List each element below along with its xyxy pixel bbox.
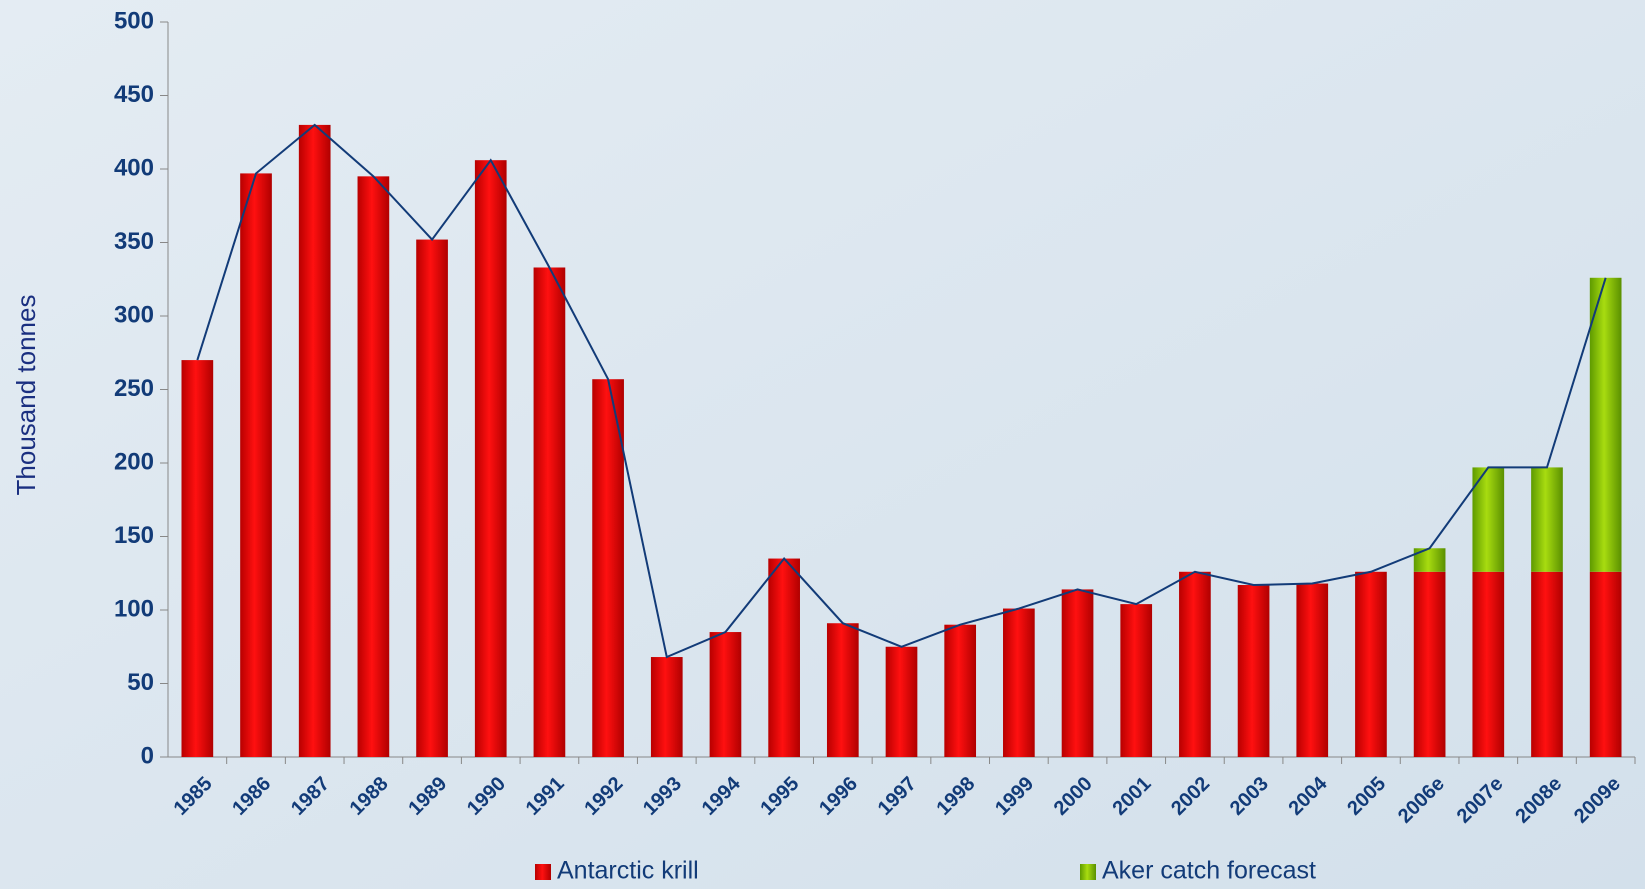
y-axis-label: Thousand tonnes [11, 295, 41, 496]
bar [768, 559, 800, 757]
y-tick-label: 50 [127, 669, 154, 696]
y-tick-label: 100 [114, 595, 154, 622]
chart: Thousand tonnes 0 50 100 150 200 250 300 350 400… [0, 0, 1645, 889]
y-tick-label: 250 [114, 375, 154, 402]
y-tick-label: 450 [114, 81, 154, 108]
bar [1179, 572, 1211, 757]
bar [1062, 589, 1094, 757]
bar [299, 125, 331, 757]
bar [1238, 585, 1270, 757]
bar [240, 173, 272, 757]
bar [710, 632, 742, 757]
bar [1531, 467, 1563, 571]
bar [358, 176, 390, 757]
y-tick-label: 200 [114, 448, 154, 475]
legend-swatch [1080, 864, 1096, 880]
bar [181, 360, 213, 757]
bar [416, 240, 448, 757]
legend-label: Aker catch forecast [1102, 857, 1316, 885]
bar [1414, 572, 1446, 757]
bar [651, 657, 683, 757]
y-tick-label: 500 [114, 7, 154, 34]
bar [886, 647, 918, 757]
bar [1472, 572, 1504, 757]
bar [1296, 584, 1328, 757]
y-tick-label: 400 [114, 154, 154, 181]
bar [1590, 278, 1622, 572]
legend-label: Antarctic krill [557, 857, 699, 885]
bar [1531, 572, 1563, 757]
y-tick-label: 150 [114, 522, 154, 549]
bar [944, 625, 976, 757]
bar [534, 267, 566, 757]
bar [827, 623, 859, 757]
bar [475, 160, 507, 757]
y-tick-label: 350 [114, 228, 154, 255]
bar [1003, 609, 1035, 757]
bar [1355, 572, 1387, 757]
legend-swatch [535, 864, 551, 880]
y-tick-label: 0 [141, 742, 154, 769]
y-tick-label: 300 [114, 301, 154, 328]
bar [1590, 572, 1622, 757]
bar [1120, 604, 1152, 757]
